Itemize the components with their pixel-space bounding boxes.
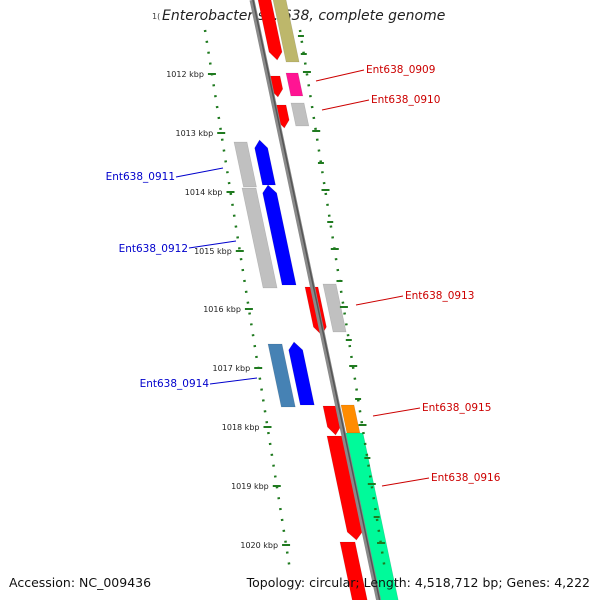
gene-label: Ent638_0916 <box>431 472 501 484</box>
feature-0910-grey <box>290 102 310 127</box>
tick-label: 1013 kbp <box>176 129 214 138</box>
tick-label: 1017 kbp <box>213 364 251 373</box>
gene-label: Ent638_0913 <box>405 290 474 302</box>
feature-0915-red <box>322 405 341 436</box>
feature-track <box>233 0 399 600</box>
tick-label: 1012 kbp <box>166 70 204 79</box>
gene-label: Ent638_0910 <box>371 94 440 106</box>
gene-leader-line <box>175 167 224 178</box>
gene-label: Ent638_0914 <box>140 378 210 390</box>
backbone-core <box>252 0 381 600</box>
tick-label: 1014 kbp <box>185 188 223 197</box>
gene-leader-line <box>381 477 430 487</box>
tick-label: 1020 kbp <box>240 541 278 550</box>
gene-leader-line <box>188 240 237 249</box>
feature-olive-top <box>272 0 300 63</box>
feature-0913-grey <box>322 283 347 333</box>
gene-label: Ent638_0915 <box>422 402 491 414</box>
tick-layer <box>203 29 387 571</box>
feature-red-bottom <box>339 541 368 600</box>
feature-0914-steel <box>267 343 296 408</box>
gene-leader-line <box>355 295 404 306</box>
gene-leader-line <box>321 99 370 111</box>
gene-label: Ent638_0909 <box>366 64 435 76</box>
label-layer: 1012 kbp 1013 kbp 1014 kbp 1015 kbp 1016 kbp… <box>106 64 501 550</box>
feature-0916-red <box>326 435 363 541</box>
gene-leader-line <box>209 377 258 385</box>
gene-leader-line <box>315 69 365 82</box>
gene-leader-line <box>372 407 421 417</box>
feature-red-top <box>257 0 283 61</box>
title-fragment: 1( <box>152 12 161 21</box>
feature-0914-blue <box>288 341 315 406</box>
backbone-line <box>249 0 382 600</box>
tick-label: 1016 kbp <box>203 305 241 314</box>
tick-label: 1019 kbp <box>231 482 269 491</box>
genome-title: Enterobacter sp. 638, complete genome <box>162 8 446 24</box>
feature-0911-blue <box>254 139 276 186</box>
feature-0912-grey <box>241 187 278 289</box>
accession-text: Accession: NC_009436 <box>9 575 152 590</box>
tick-label: 1015 kbp <box>194 247 232 256</box>
backbone-layer <box>249 0 382 600</box>
tick-label: 1018 kbp <box>222 423 260 432</box>
gene-label: Ent638_0911 <box>106 171 175 183</box>
gene-label: Ent638_0912 <box>119 243 188 255</box>
feature-0912-blue <box>262 184 297 286</box>
feature-0909-magenta <box>285 72 304 97</box>
topology-text: Topology: circular; Length: 4,518,712 bp… <box>246 575 590 590</box>
feature-0911-grey <box>233 141 257 188</box>
